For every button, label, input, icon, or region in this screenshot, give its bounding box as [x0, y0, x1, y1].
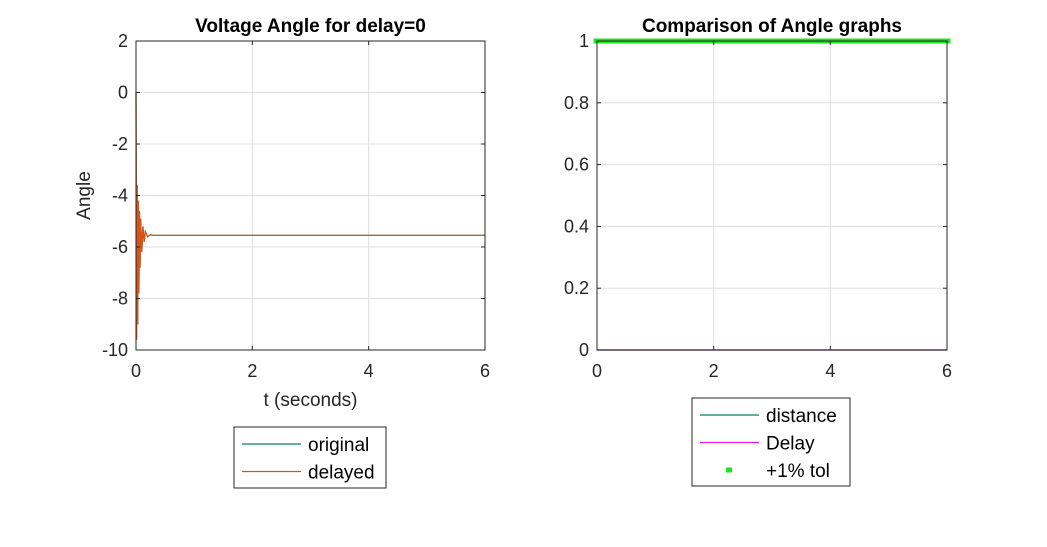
chart0-y-tick-label: -6 [112, 237, 128, 257]
chart1-y-tick-label: 0 [579, 340, 589, 360]
chart0-legend-label-delayed: delayed [308, 463, 375, 484]
chart1-x-tick-label: 2 [709, 361, 719, 381]
chart1-y-tick-label: 0.2 [564, 278, 589, 298]
chart0-y-tick-label: 0 [118, 83, 128, 103]
chart1-plot-area [597, 41, 947, 350]
chart0-legend-box [233, 426, 387, 489]
chart1-title: Comparison of Angle graphs [642, 16, 902, 37]
chart1-x-tick-label: 0 [592, 361, 602, 381]
chart0-y-tick-label: -10 [102, 340, 128, 360]
chart0-y-tick-label: -8 [112, 289, 128, 309]
chart1-y-tick-label: 0.8 [564, 93, 589, 113]
chart1-x-tick-label: 6 [942, 361, 952, 381]
chart0-x-tick-label: 4 [364, 361, 374, 381]
chart0-x-tick-label: 0 [131, 361, 141, 381]
chart0-y-axis-label: Angle [74, 171, 95, 220]
chart0-x-tick-label: 6 [480, 361, 490, 381]
chart1-legend-swatch-1-tol [726, 467, 732, 473]
chart1-y-tick-label: 0.6 [564, 155, 589, 175]
chart0-legend: original delayed [233, 426, 387, 489]
chart1-legend-label-delay: Delay [766, 434, 815, 455]
chart0-series-delayed [135, 92, 485, 340]
chart0-x-axis-label: t (seconds) [264, 390, 358, 411]
right-chart: 0 2 4 6 0 0.2 0.4 0.6 0.8 1 Comparison of Angle gr… [564, 16, 952, 487]
chart1-legend-label-distance: distance [766, 406, 837, 427]
chart0-y-tick-label: 2 [118, 31, 128, 51]
chart0-y-tick-label: -2 [112, 134, 128, 154]
chart0-y-tick-label: -4 [112, 186, 128, 206]
chart1-y-tick-label: 0.4 [564, 216, 589, 236]
chart1-axes-box [596, 40, 948, 351]
chart1-y-tick-label: 1 [579, 31, 589, 51]
chart0-x-tick-label: 2 [247, 361, 257, 381]
chart0-title: Voltage Angle for delay=0 [195, 16, 426, 37]
chart1-legend: distance Delay +1% tol [691, 397, 851, 487]
left-chart: 0 2 4 6 -10 -8 -6 -4 -2 0 2 Voltage Angle for delay… [74, 16, 490, 489]
chart1-x-tick-label: 4 [825, 361, 835, 381]
chart0-legend-label-original: original [308, 435, 369, 456]
chart1-legend-label-1-tol: +1% tol [766, 461, 830, 482]
